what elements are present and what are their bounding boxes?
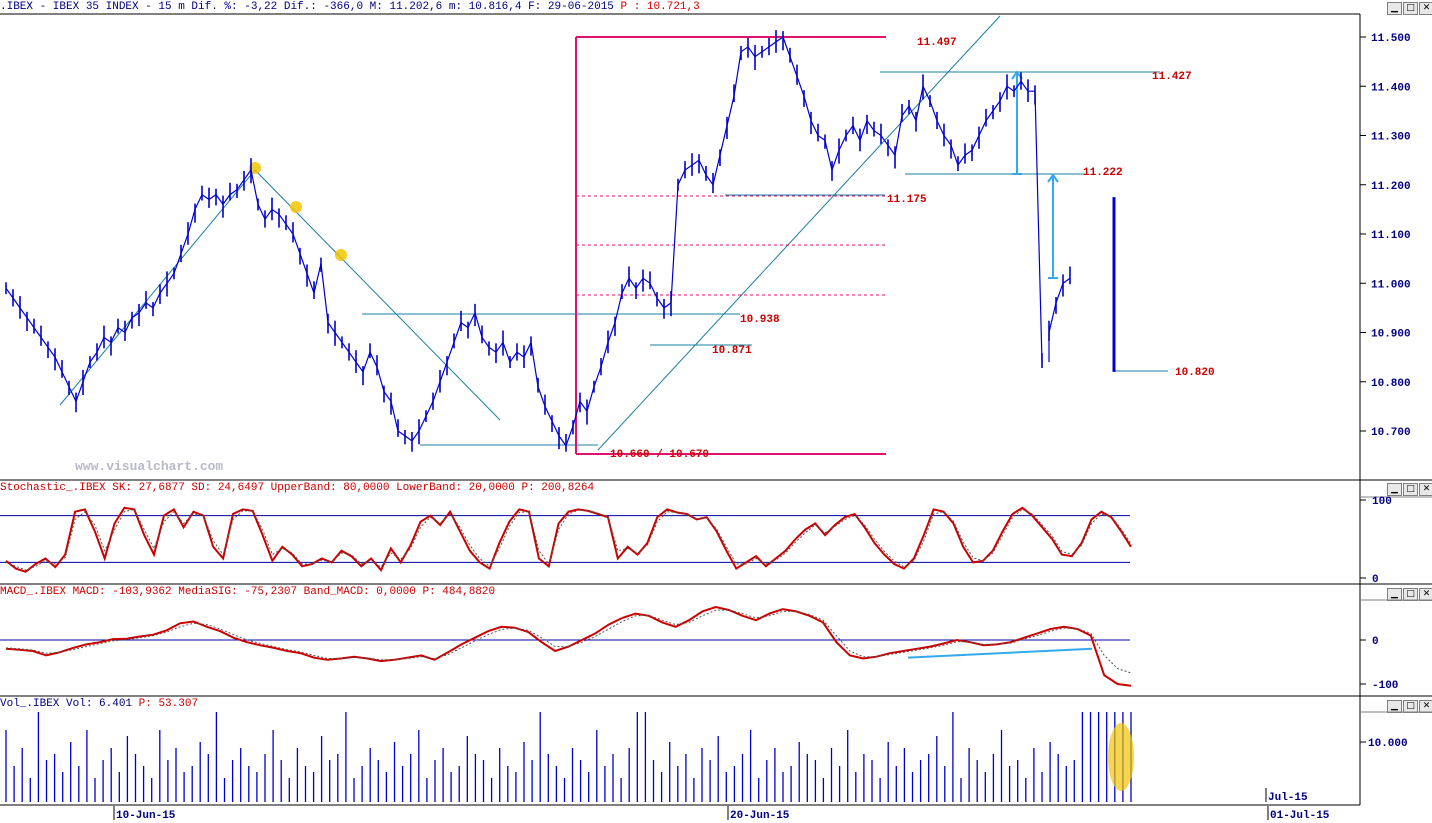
price-y-axis: 11.500 11.400 11.300 11.200 11.100 11.000 10.9… (1360, 33, 1411, 439)
x-tick-label: 01-Jul-15 (1270, 810, 1330, 822)
macd-header: MACD_.IBEX MACD: -103,9362 MediaSIG: -75… (0, 585, 1360, 599)
main-chart-title: .IBEX - IBEX 35 INDEX - 15 m Dif. %: -3,… (0, 1, 614, 13)
maximize-button[interactable]: □ (1403, 588, 1418, 601)
y-tick-label: 11.300 (1371, 132, 1411, 144)
y-tick-label: 11.000 (1371, 279, 1411, 291)
price-annotation-label: 10.938 (740, 314, 780, 326)
main-chart-header: .IBEX - IBEX 35 INDEX - 15 m Dif. %: -3,… (0, 0, 1360, 14)
minimize-button[interactable]: ▁ (1387, 588, 1402, 601)
measure-arrow-head (1047, 173, 1059, 183)
minimize-button[interactable]: ▁ (1387, 483, 1402, 496)
macd-y-tick-label: -100 (1372, 680, 1398, 692)
y-tick-label: 10.700 (1371, 427, 1411, 439)
y-tick-label: 11.500 (1371, 33, 1411, 45)
stochastic-y-tick-label: 0 (1372, 574, 1379, 586)
price-annotation-label: 10.871 (712, 345, 752, 357)
macd-signal-line (5, 609, 1132, 674)
price-series-layer (5, 30, 1116, 452)
volume-header: Vol_.IBEX Vol: 6.401 P: 53.307 (0, 697, 1360, 711)
macd-layer: 0 -100 (0, 605, 1398, 692)
volume-highlight (1108, 723, 1134, 791)
trend-line (597, 15, 1001, 451)
volume-layer: 10.000 (5, 712, 1408, 802)
price-annotation-label: 10.660 / 10.670 (610, 449, 709, 461)
volume-title: Vol_.IBEX Vol: 6.401 (0, 698, 133, 710)
stochastic-title: Stochastic_.IBEX SK: 27,6877 SD: 24,6497… (0, 482, 515, 494)
volume-price-label: P: 53.307 (138, 698, 199, 710)
x-tick-label: 20-Jun-15 (730, 810, 790, 822)
pivot-marker (290, 201, 302, 213)
close-button[interactable]: ✕ (1419, 483, 1432, 496)
price-annotation-layer: 11.497 11.427 11.222 11.175 10.938 10.871 10.8… (610, 37, 1215, 461)
y-tick-label: 10.800 (1371, 378, 1411, 390)
maximize-button[interactable]: □ (1403, 2, 1418, 15)
stochastic-sk-line (5, 506, 1132, 573)
macd-divergence-line (907, 647, 1093, 659)
main-chart-price-label: P : 10.721,3 (620, 1, 700, 13)
y-tick-label: 11.200 (1371, 181, 1411, 193)
y-tick-label: 11.100 (1371, 230, 1411, 242)
stochastic-y-tick-label: 100 (1372, 496, 1392, 508)
stochastic-layer: 100 0 (0, 496, 1392, 586)
y-tick-label: 10.900 (1371, 329, 1411, 341)
volume-y-tick-label: 10.000 (1368, 738, 1408, 750)
price-annotation-label: 11.222 (1083, 167, 1123, 179)
maximize-button[interactable]: □ (1403, 483, 1418, 496)
price-line (5, 36, 1071, 448)
minimize-button[interactable]: ▁ (1387, 2, 1402, 15)
pane-frames (0, 13, 1432, 806)
y-tick-label: 11.400 (1371, 82, 1411, 94)
x-tick-label: Jul-15 (1268, 792, 1308, 804)
macd-window-buttons: ▁ □ ✕ (1387, 588, 1432, 601)
trend-line (59, 169, 256, 406)
stochastic-sd-line (5, 508, 1132, 571)
macd-price-label: P: 484,8820 (422, 586, 496, 598)
macd-line (5, 605, 1132, 687)
stochastic-price-label: P: 200,8264 (521, 482, 595, 494)
price-annotation-label: 10.820 (1175, 367, 1215, 379)
price-annotation-label: 11.497 (917, 37, 957, 49)
macd-title: MACD_.IBEX MACD: -103,9362 MediaSIG: -75… (0, 586, 416, 598)
pivot-marker (335, 249, 347, 261)
time-x-axis: 10-Jun-15 20-Jun-15 Jul-15 01-Jul-15 (113, 788, 1330, 822)
drawing-layer (59, 15, 1168, 455)
stochastic-window-buttons: ▁ □ ✕ (1387, 483, 1432, 496)
x-tick-label: 10-Jun-15 (116, 810, 176, 822)
price-annotation-label: 11.175 (887, 194, 927, 206)
main-window-buttons: ▁ □ ✕ (1387, 2, 1432, 15)
watermark: www.visualchart.com (75, 459, 223, 474)
stochastic-header: Stochastic_.IBEX SK: 27,6877 SD: 24,6497… (0, 481, 1360, 495)
pivot-marker (249, 162, 261, 174)
macd-y-tick-label: 0 (1372, 636, 1379, 648)
price-annotation-label: 11.427 (1152, 71, 1192, 83)
close-button[interactable]: ✕ (1419, 2, 1432, 15)
